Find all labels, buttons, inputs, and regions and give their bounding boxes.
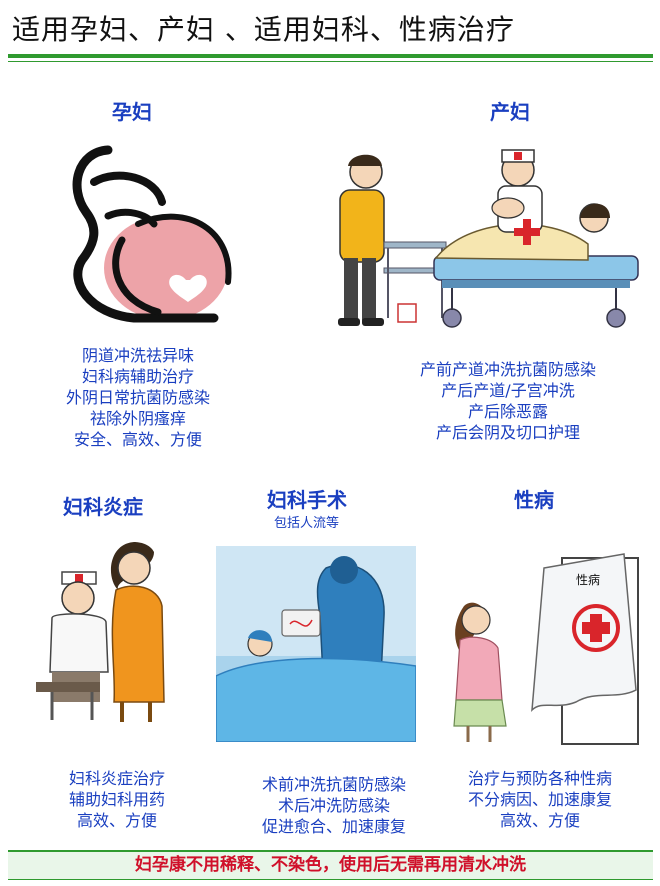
std-description: 治疗与预防各种性病 不分病因、加速康复 高效、方便 xyxy=(452,768,628,831)
inflammation-line: 高效、方便 xyxy=(76,811,157,830)
pregnant-line: 阴道冲洗祛异味 xyxy=(81,346,194,365)
std-line: 不分病因、加速康复 xyxy=(467,790,612,809)
postpartum-line: 产后会阴及切口护理 xyxy=(435,423,580,442)
surgery-line: 术前冲洗抗菌防感染 xyxy=(261,775,406,794)
inflammation-line: 妇科炎症治疗 xyxy=(68,769,165,788)
page-title: 适用孕妇、产妇 、适用妇科、性病治疗 xyxy=(12,13,515,46)
postpartum-line: 产前产道冲洗抗菌防感染 xyxy=(419,360,596,379)
surgery-line: 术后冲洗防感染 xyxy=(277,796,390,815)
std-line: 高效、方便 xyxy=(499,811,580,830)
curtain-label: 性病 xyxy=(576,572,600,587)
pregnant-line: 祛除外阴瘙痒 xyxy=(89,409,186,428)
postpartum-heading: 产妇 xyxy=(490,100,530,124)
std-heading: 性病 xyxy=(514,488,554,512)
title-divider-thin xyxy=(8,61,653,62)
surgery-subheading: 包括人流等 xyxy=(274,516,340,531)
pregnant-woman-illustration xyxy=(38,132,238,328)
title-divider xyxy=(8,54,653,58)
surgery-line: 促进愈合、加速康复 xyxy=(261,817,406,836)
postpartum-line: 产后除恶露 xyxy=(467,402,548,421)
std-line: 治疗与预防各种性病 xyxy=(467,769,612,788)
footer-banner: 妇孕康不用稀释、不染色，使用后无需再用清水冲洗 xyxy=(8,850,653,880)
inflammation-line: 辅助妇科用药 xyxy=(68,790,165,809)
inflammation-heading: 妇科炎症 xyxy=(63,495,143,519)
surgery-heading: 妇科手术 xyxy=(267,488,347,512)
inflammation-description: 妇科炎症治疗 辅助妇科用药 高效、方便 xyxy=(32,768,202,831)
pregnant-heading: 孕妇 xyxy=(112,100,152,124)
privacy-curtain-illustration: 性病 xyxy=(446,550,646,746)
postpartum-ward-illustration xyxy=(318,148,648,334)
doctor-consultation-illustration xyxy=(22,532,202,728)
surgery-description: 术前冲洗抗菌防感染 术后冲洗防感染 促进愈合、加速康复 xyxy=(236,774,432,837)
postpartum-line: 产后产道/子宫冲洗 xyxy=(441,381,575,400)
postpartum-description: 产前产道冲洗抗菌防感染 产后产道/子宫冲洗 产后除恶露 产后会阴及切口护理 xyxy=(388,359,628,443)
pregnant-description: 阴道冲洗祛异味 妇科病辅助治疗 外阴日常抗菌防感染 祛除外阴瘙痒 安全、高效、方… xyxy=(40,345,236,450)
pregnant-line: 外阴日常抗菌防感染 xyxy=(65,388,210,407)
pregnant-line: 妇科病辅助治疗 xyxy=(81,367,194,386)
pregnant-line: 安全、高效、方便 xyxy=(73,430,202,449)
surgery-room-illustration xyxy=(216,546,416,742)
